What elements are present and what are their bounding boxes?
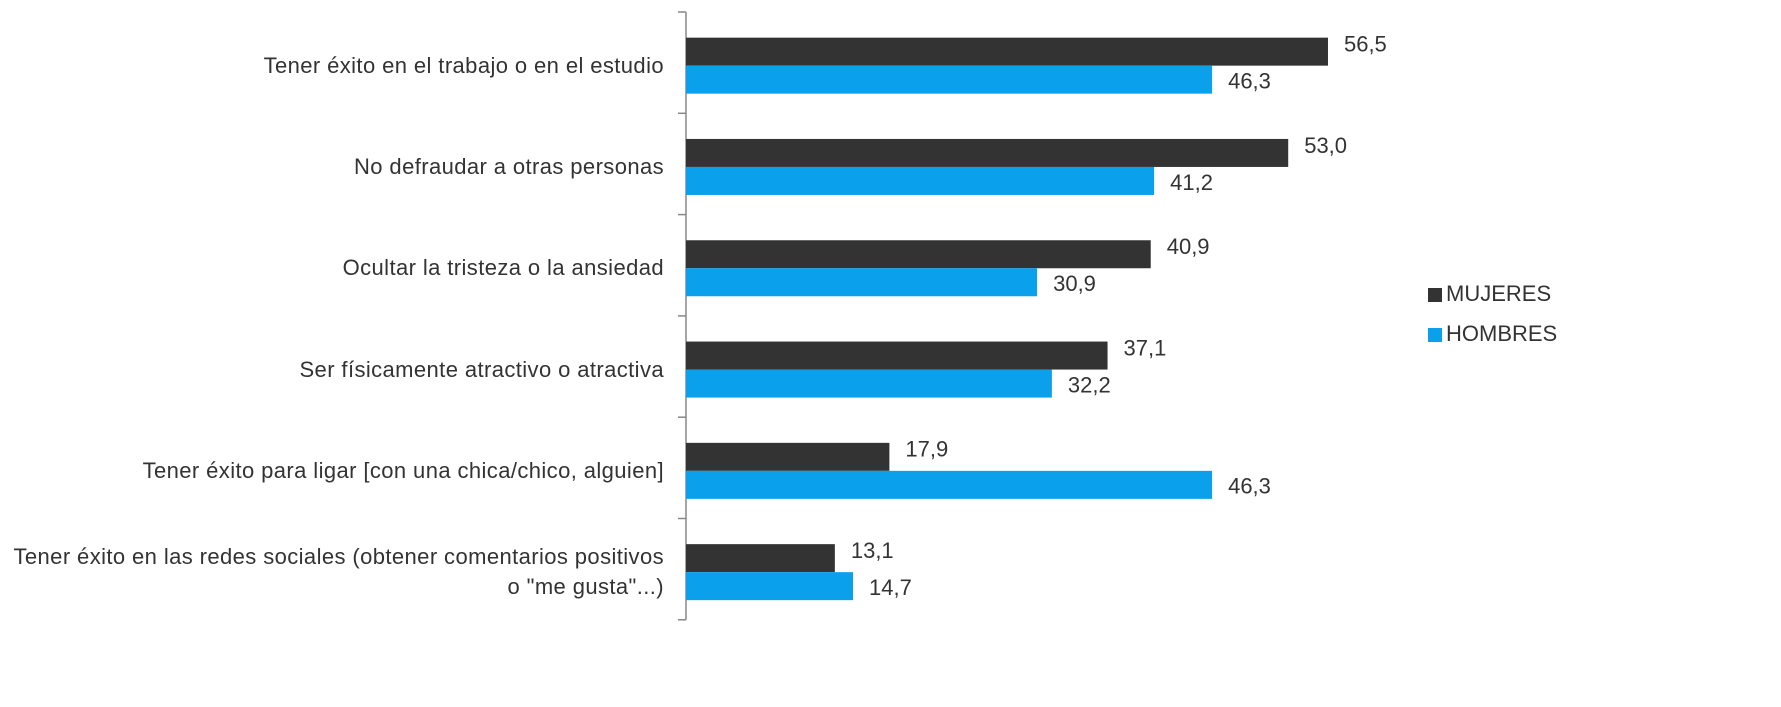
value-label: 46,3 [1228,474,1271,499]
legend-swatch [1428,328,1442,342]
value-label: 56,5 [1344,31,1387,56]
bar [686,268,1038,297]
legend-label: HOMBRES [1446,321,1557,346]
category-label: Ser físicamente atractivo o atractiva [299,356,664,382]
bar [686,65,1213,94]
value-label: 17,9 [905,437,948,462]
value-label: 32,2 [1068,372,1111,397]
value-label: 14,7 [869,575,912,600]
category-label: Tener éxito para ligar [con una chica/ch… [142,457,664,483]
legend-swatch [1428,288,1442,302]
bar [686,341,1108,370]
value-label: 41,2 [1170,170,1213,195]
category-label: Tener éxito en las redes sociales (obten… [13,544,664,600]
value-label: 30,9 [1053,271,1096,296]
bar [686,442,890,471]
legend-label: MUJERES [1446,281,1551,306]
bar [686,544,835,573]
bar [686,572,854,601]
category-label: Ocultar la tristeza o la ansiedad [342,255,664,281]
bar [686,166,1155,195]
category-label: No defraudar a otras personas [354,153,664,179]
value-label: 53,0 [1304,133,1347,158]
bar [686,470,1213,499]
value-label: 46,3 [1228,68,1271,93]
bar [686,138,1289,167]
bar [686,240,1151,269]
value-label: 40,9 [1167,234,1210,259]
category-label: Tener éxito en el trabajo o en el estudi… [263,52,664,78]
bar [686,369,1052,398]
value-label: 37,1 [1124,335,1167,360]
value-label: 13,1 [851,538,894,563]
bar [686,37,1328,66]
